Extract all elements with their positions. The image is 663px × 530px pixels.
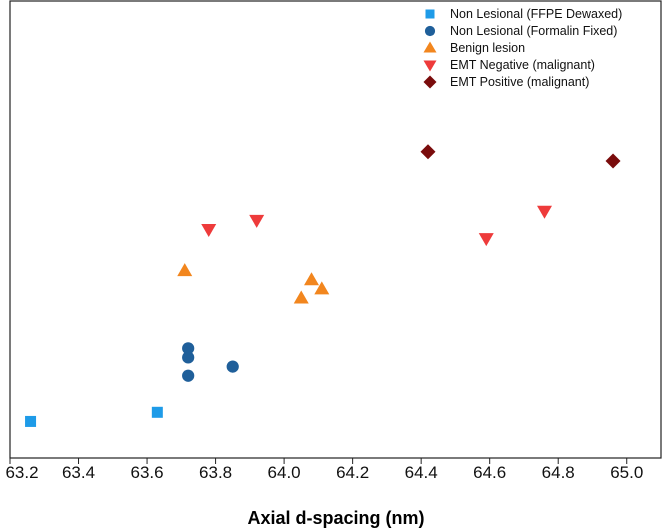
legend-label-formalin-fixed: Non Lesional (Formalin Fixed) [450, 24, 617, 38]
x-tick-label: 63.2 [5, 463, 38, 482]
data-points [25, 144, 621, 427]
data-point-diamond [420, 144, 436, 160]
x-tick-label: 64.4 [405, 463, 438, 482]
x-axis-title: Axial d-spacing (nm) [247, 508, 424, 528]
data-point-circle [182, 351, 195, 364]
x-tick-label: 64.8 [542, 463, 575, 482]
x-tick-label: 64.6 [473, 463, 506, 482]
legend-marker-triangle-up [423, 41, 437, 53]
x-axis-ticks: 63.2 63.4 63.6 63.8 64.0 64.2 64.4 64.6 64.8 65.0 [5, 458, 643, 482]
x-tick-label: 63.6 [131, 463, 164, 482]
legend-marker-circle [424, 25, 436, 37]
x-tick-label: 63.4 [62, 463, 95, 482]
data-point-triangle-up [177, 263, 193, 277]
x-tick-label: 65.0 [610, 463, 643, 482]
legend-label-emt-negative: EMT Negative (malignant) [450, 58, 595, 72]
data-point-triangle-down [537, 205, 553, 219]
data-point-square [151, 406, 163, 418]
legend-label-emt-positive: EMT Positive (malignant) [450, 75, 589, 89]
legend-marker-triangle-down [423, 60, 437, 72]
x-tick-label: 64.2 [336, 463, 369, 482]
legend-marker-square [425, 9, 435, 19]
legend-marker-diamond [423, 75, 437, 89]
legend: Non Lesional (FFPE Dewaxed) Non Lesional… [423, 7, 622, 89]
data-point-circle [182, 369, 195, 382]
data-point-triangle-up [293, 290, 309, 304]
data-point-square [25, 415, 37, 427]
data-point-triangle-down [249, 214, 265, 228]
data-point-triangle-down [478, 233, 494, 247]
data-point-circle [226, 360, 239, 373]
x-tick-label: 64.0 [268, 463, 301, 482]
x-tick-label: 63.8 [199, 463, 232, 482]
data-point-triangle-up [314, 281, 330, 295]
legend-label-benign-lesion: Benign lesion [450, 41, 525, 55]
data-point-diamond [605, 153, 621, 169]
data-point-triangle-down [201, 224, 217, 237]
data-point-circle [182, 342, 195, 355]
data-point-triangle-up [304, 272, 320, 286]
plot-frame [9, 0, 662, 459]
legend-markers [423, 9, 437, 89]
legend-label-ffpe-dewaxed: Non Lesional (FFPE Dewaxed) [450, 7, 622, 21]
